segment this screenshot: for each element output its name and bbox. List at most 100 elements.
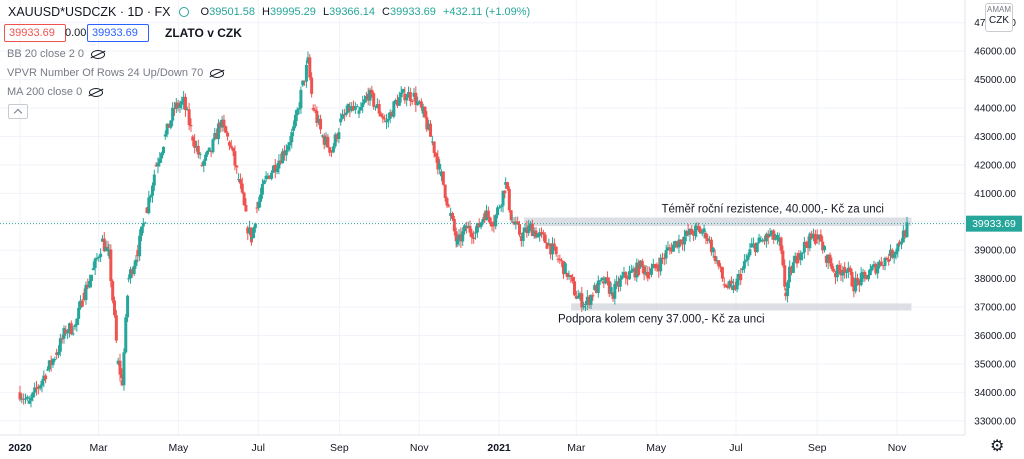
candle <box>154 164 158 167</box>
candle <box>18 392 22 400</box>
candle <box>530 223 534 237</box>
candle <box>450 213 454 219</box>
candle <box>572 281 576 296</box>
candle <box>374 106 378 108</box>
candle <box>772 230 776 240</box>
candle <box>688 228 692 235</box>
candle <box>77 307 81 319</box>
candle <box>407 92 411 98</box>
support-zone <box>571 303 912 311</box>
candle <box>717 260 721 267</box>
candle <box>618 278 622 287</box>
candle <box>719 266 723 268</box>
symbol-title[interactable]: XAUUSD*USDCZK · 1D · FX <box>8 5 171 19</box>
indicator-vpvr[interactable]: VPVR Number Of Rows 24 Up/Down 70 <box>7 67 225 79</box>
candle <box>107 249 111 256</box>
candle <box>877 261 881 267</box>
candle <box>523 227 527 233</box>
symbol-header: XAUUSD*USDCZK · 1D · FX O39501.58 H39995… <box>8 4 534 20</box>
candle <box>675 241 679 248</box>
candle <box>322 135 326 145</box>
candle <box>479 222 483 228</box>
market-status-icon <box>178 7 189 17</box>
candle <box>118 360 122 375</box>
candle <box>830 263 834 269</box>
candle <box>281 151 285 164</box>
candle <box>317 118 321 123</box>
candle <box>585 296 589 304</box>
indicator-bb[interactable]: BB 20 close 2 0 <box>7 48 106 60</box>
candle <box>427 123 431 130</box>
candle <box>44 375 48 380</box>
price-tick-label: 33000.00 <box>974 416 1016 427</box>
candle <box>100 238 104 242</box>
candle <box>388 112 392 119</box>
time-tick-label: Sep <box>330 442 349 454</box>
candle <box>615 281 619 284</box>
candle <box>821 241 825 251</box>
candle <box>787 267 791 283</box>
candle <box>67 323 71 332</box>
candle <box>337 132 341 140</box>
eye-hidden-icon[interactable] <box>89 87 104 97</box>
candle <box>547 243 551 245</box>
indicator-ma[interactable]: MA 200 close 0 <box>7 86 104 98</box>
candle <box>106 246 110 249</box>
candle <box>832 268 836 272</box>
candle <box>224 126 228 133</box>
candle <box>344 112 348 115</box>
candle <box>850 271 854 287</box>
candle <box>75 318 79 326</box>
collapse-legend-button[interactable] <box>8 104 28 119</box>
candle <box>370 89 374 94</box>
buy-button[interactable]: 39933.69 <box>87 24 149 42</box>
candle <box>494 215 498 227</box>
candle <box>504 182 508 185</box>
candle <box>436 156 440 170</box>
candle <box>757 237 761 243</box>
candle <box>419 101 423 108</box>
candle <box>534 230 538 238</box>
candle <box>841 271 845 276</box>
candle <box>34 387 38 389</box>
candle <box>202 160 206 166</box>
candle <box>629 270 633 273</box>
candle <box>189 125 193 127</box>
candle <box>470 232 474 238</box>
candle <box>690 228 694 235</box>
candle <box>231 147 235 152</box>
price-tick-label: 34000.00 <box>974 388 1016 399</box>
candle <box>62 328 66 339</box>
candle <box>777 237 781 242</box>
candle <box>165 123 169 135</box>
candle <box>266 175 270 177</box>
candle <box>311 108 315 110</box>
eye-hidden-icon[interactable] <box>91 49 106 59</box>
sell-button[interactable]: 39933.69 <box>4 24 66 42</box>
candle <box>275 168 279 172</box>
candle <box>885 257 889 260</box>
candle <box>408 92 412 102</box>
candle <box>120 380 124 386</box>
candle <box>136 250 140 257</box>
candle <box>23 398 27 400</box>
candle <box>755 242 759 252</box>
candle <box>662 258 666 260</box>
candle <box>82 292 86 300</box>
candle <box>147 197 151 214</box>
currency-button[interactable]: AMAM CZK <box>985 3 1013 32</box>
gear-icon[interactable]: ⚙ <box>990 438 1005 455</box>
candle <box>594 285 598 293</box>
candle <box>795 255 799 264</box>
candle <box>111 281 115 301</box>
candle <box>525 227 529 234</box>
candle <box>580 293 584 308</box>
candle <box>664 250 668 259</box>
low-value: 39366.14 <box>329 6 375 18</box>
eye-hidden-icon[interactable] <box>210 68 225 78</box>
candle <box>574 295 578 299</box>
candle <box>698 228 702 234</box>
change-value: +432.11 (+1.09%) <box>442 6 531 18</box>
